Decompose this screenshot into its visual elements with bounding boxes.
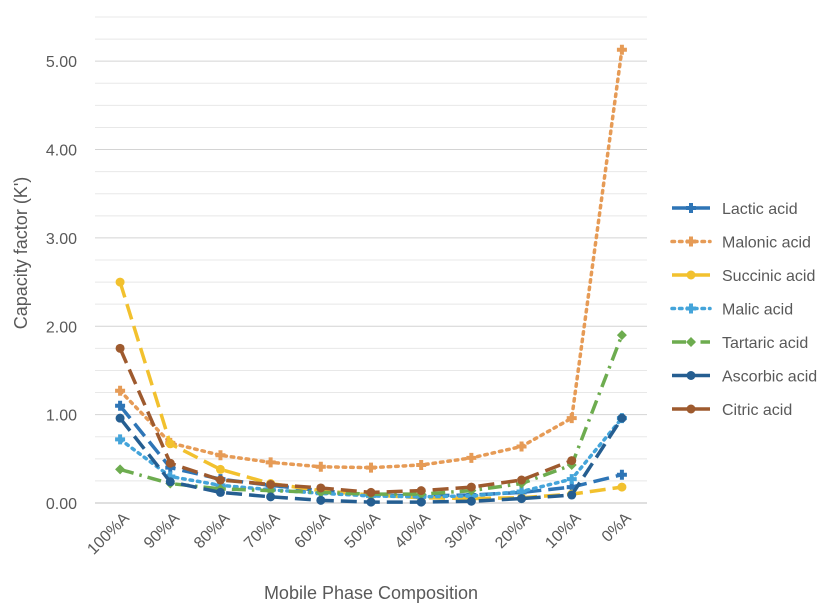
data-point [466, 482, 476, 492]
data-point [466, 452, 477, 463]
data-point [316, 495, 326, 505]
data-point [366, 497, 376, 507]
data-point [617, 482, 627, 492]
x-tick-label: 0%A [599, 510, 635, 546]
series-line [118, 47, 624, 470]
x-tick-label: 70%A [241, 510, 283, 552]
x-tick-label: 60%A [291, 510, 333, 552]
y-tick-label: 1.00 [46, 408, 77, 425]
data-point [115, 434, 126, 445]
data-point [266, 492, 276, 502]
legend-item: Lactic acid [672, 201, 798, 218]
data-point [686, 270, 696, 280]
data-point [215, 475, 225, 485]
legend-label: Malic acid [722, 302, 793, 319]
x-axis-label: Mobile Phase Composition [264, 583, 478, 603]
data-point [315, 461, 326, 472]
y-axis-label: Capacity factor (K') [11, 177, 31, 329]
data-point [316, 483, 326, 493]
data-point [566, 474, 577, 485]
data-point [165, 471, 176, 482]
legend: Lactic acid Malonic acid Succinic acid Mali… [670, 201, 817, 419]
data-point [115, 343, 125, 353]
data-point [566, 413, 577, 424]
data-point [115, 413, 125, 423]
legend-item: Ascorbic acid [672, 369, 817, 386]
data-point [466, 496, 476, 506]
data-point [416, 460, 427, 471]
x-tick-label: 10%A [542, 510, 584, 552]
data-point [265, 457, 276, 468]
data-point [686, 236, 696, 247]
data-point [516, 441, 527, 452]
data-point [516, 486, 527, 497]
y-tick-label: 3.00 [46, 231, 77, 248]
data-point [616, 469, 627, 480]
x-tick-label: 100%A [84, 510, 133, 559]
legend-label: Malonic acid [722, 235, 811, 252]
y-tick-label: 4.00 [46, 143, 77, 160]
x-tick-label: 50%A [342, 510, 384, 552]
legend-label: Tartaric acid [722, 335, 808, 352]
series-malonic-acid [115, 44, 627, 473]
legend-label: Succinic acid [722, 268, 815, 285]
data-point [416, 486, 426, 496]
y-tick-label: 5.00 [46, 54, 77, 71]
data-point [686, 404, 696, 414]
series-line [118, 347, 573, 495]
data-point [115, 464, 126, 475]
data-point [165, 439, 175, 449]
x-tick-label: 40%A [392, 510, 434, 552]
data-point [165, 477, 175, 487]
data-point [215, 450, 226, 461]
legend-item: Succinic acid [672, 268, 815, 285]
data-point [215, 487, 225, 497]
data-point [366, 462, 376, 473]
data-point [215, 464, 225, 474]
y-tick-label: 2.00 [46, 319, 77, 336]
data-point [115, 400, 126, 411]
series-line [119, 334, 624, 496]
data-point [517, 494, 527, 504]
data-point [686, 371, 696, 380]
data-point [416, 497, 426, 507]
legend-item: Tartaric acid [672, 335, 808, 352]
data-point [686, 203, 696, 213]
data-point [686, 303, 696, 314]
data-point [567, 490, 577, 500]
legend-label: Citric acid [722, 402, 792, 419]
x-axis: 100%A 90%A 80%A 70%A 60%A 50%A 40%A 30%A 20%A 10%… [84, 510, 635, 559]
legend-item: Citric acid [672, 402, 792, 419]
series-group [115, 44, 627, 507]
legend-label: Ascorbic acid [722, 369, 817, 386]
legend-item: Malic acid [670, 302, 793, 319]
data-point [466, 490, 477, 501]
data-point [366, 487, 376, 497]
x-tick-label: 90%A [141, 510, 183, 552]
legend-item: Malonic acid [670, 235, 811, 252]
series-citric-acid [115, 343, 577, 497]
y-axis-ticks: 0.00 1.00 2.00 3.00 4.00 5.00 [46, 54, 77, 513]
data-point [686, 337, 696, 347]
x-tick-label: 30%A [442, 510, 484, 552]
data-point [266, 479, 276, 489]
legend-label: Lactic acid [722, 201, 798, 218]
data-point [566, 482, 577, 493]
y-tick-label: 0.00 [46, 496, 77, 513]
data-point [567, 456, 577, 466]
x-tick-label: 20%A [492, 510, 534, 552]
data-point [616, 330, 627, 341]
series-ascorbic-acid [115, 413, 627, 507]
data-point [616, 44, 627, 55]
data-point [165, 458, 175, 468]
data-point [115, 385, 126, 396]
gridlines [95, 16, 647, 504]
data-point [517, 475, 527, 485]
x-tick-label: 80%A [191, 510, 233, 552]
data-point [115, 277, 125, 287]
data-point [617, 413, 627, 423]
